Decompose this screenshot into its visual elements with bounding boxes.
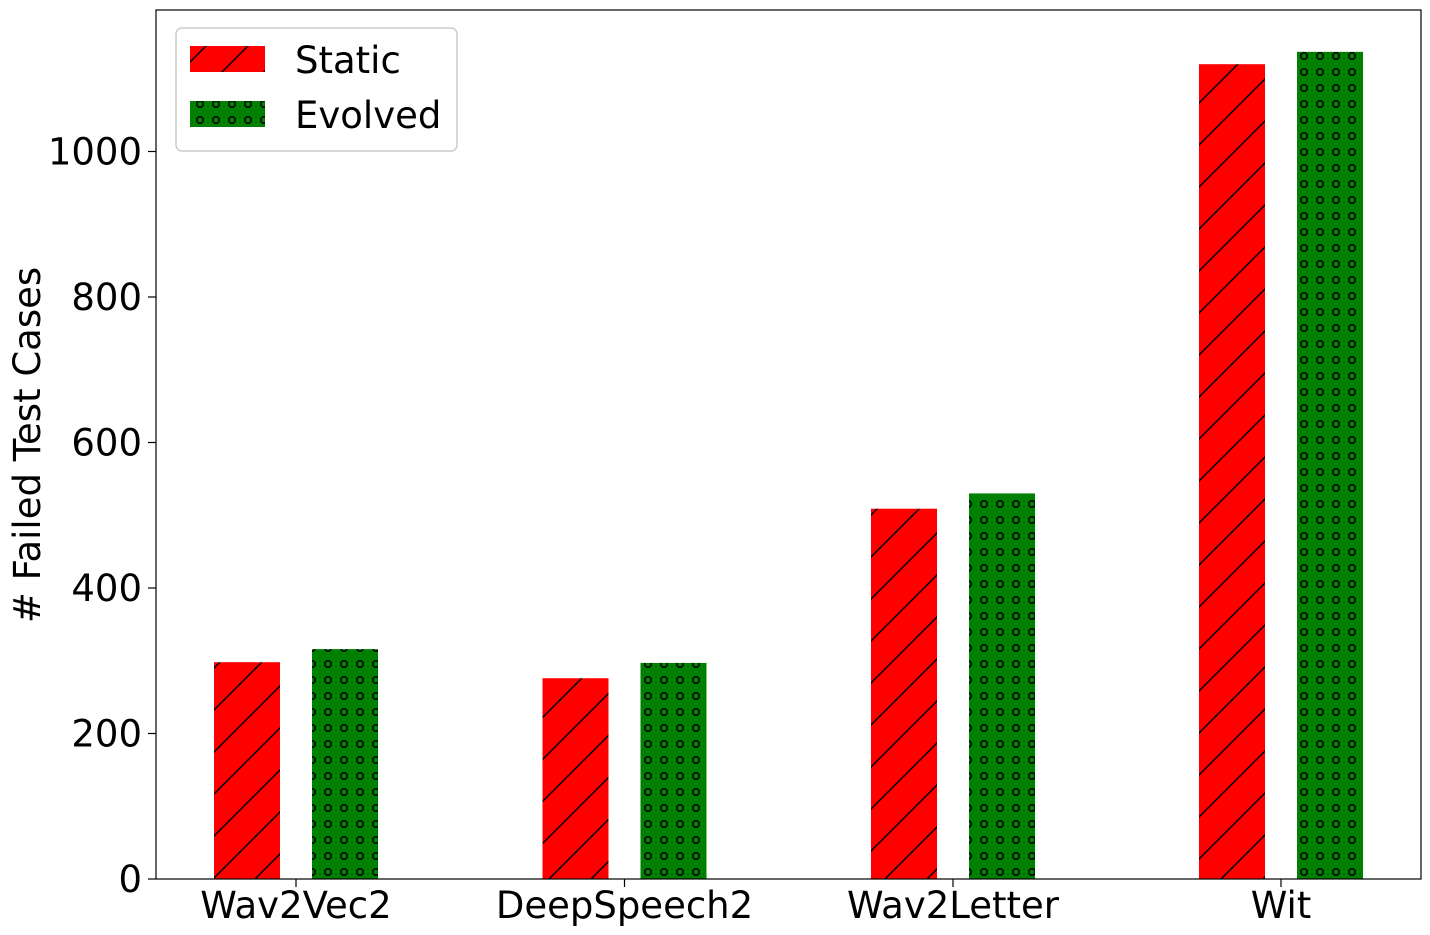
legend: Static Evolved <box>175 27 458 152</box>
bar-evolved-wav2letter <box>969 493 1035 879</box>
bar-evolved-deepspeech2 <box>640 662 707 879</box>
bar-static-wit <box>1199 64 1265 879</box>
bar-static-deepspeech2 <box>542 678 609 879</box>
y-tick-label: 200 <box>71 713 142 756</box>
bar-static-wav2vec2 <box>214 662 280 879</box>
x-axis: Wav2Vec2 DeepSpeech2 Wav2Letter Wit <box>200 879 1311 927</box>
bar-evolved-wit <box>1297 51 1363 879</box>
legend-label-static: Static <box>295 39 401 82</box>
bar-evolved-wav2vec2 <box>312 649 378 879</box>
legend-label-evolved: Evolved <box>295 94 441 137</box>
y-axis-label: # Failed Test Cases <box>6 267 49 623</box>
y-tick-label: 1000 <box>48 131 142 174</box>
y-tick-label: 400 <box>71 567 142 610</box>
x-tick-label: Wit <box>1251 884 1312 927</box>
y-tick-label: 0 <box>118 858 142 901</box>
legend-swatch-static <box>190 46 265 72</box>
x-tick-label: Wav2Vec2 <box>200 884 391 927</box>
y-tick-label: 800 <box>71 276 142 319</box>
x-tick-label: DeepSpeech2 <box>496 884 753 927</box>
plot-frame <box>155 9 1422 880</box>
plot-area <box>214 51 1363 879</box>
x-tick-label: Wav2Letter <box>847 884 1060 927</box>
y-tick-label: 600 <box>71 422 142 465</box>
legend-swatch-evolved <box>190 101 265 127</box>
bar-static-wav2letter <box>871 508 937 879</box>
y-axis: 0 200 400 600 800 1000 <box>48 131 156 901</box>
